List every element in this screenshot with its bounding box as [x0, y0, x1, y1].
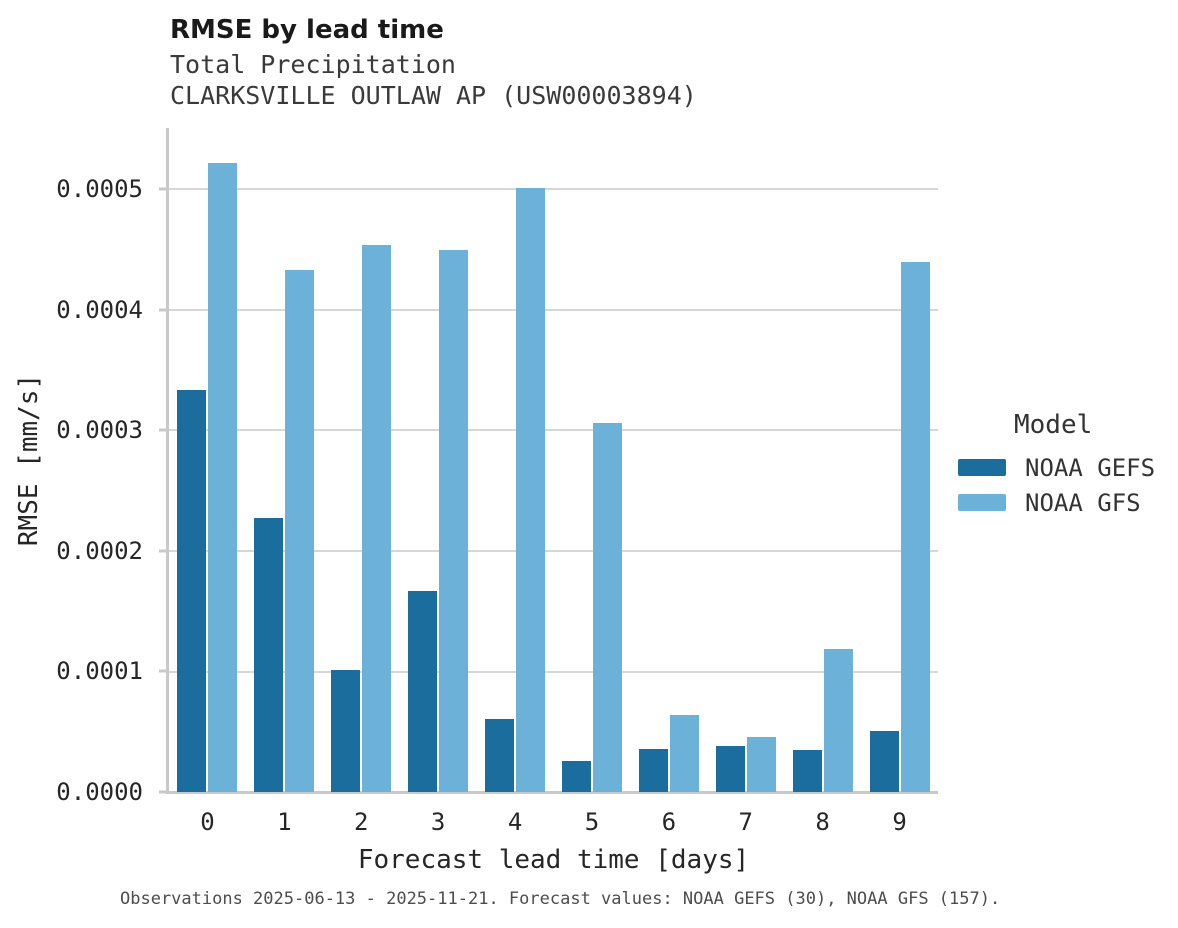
x-tick-label: 5 [584, 808, 600, 836]
legend-item-noaa-gefs: NOAA GEFS [958, 450, 1155, 485]
bar-noaa-gefs-day-2 [331, 670, 361, 792]
x-tick-label: 9 [892, 808, 907, 836]
y-tick-label: 0.0001 [56, 657, 143, 686]
legend-swatch-noaa-gfs [958, 494, 1006, 511]
bar-noaa-gefs-day-1 [254, 518, 284, 792]
gridline-0.0005 [169, 188, 938, 191]
y-axis-spine [166, 128, 169, 794]
bar-noaa-gfs-day-6 [669, 714, 699, 792]
bar-noaa-gfs-day-7 [746, 736, 776, 792]
bar-noaa-gefs-day-6 [638, 748, 668, 792]
bar-noaa-gfs-day-0 [208, 162, 238, 792]
bar-noaa-gfs-day-1 [285, 270, 315, 792]
x-tick-label: 4 [507, 808, 523, 836]
bar-noaa-gefs-day-8 [792, 749, 822, 792]
y-tick-mark [159, 428, 166, 432]
bar-noaa-gefs-day-0 [177, 389, 207, 792]
bar-noaa-gefs-day-3 [408, 590, 438, 792]
y-tick-mark [159, 187, 166, 191]
bar-noaa-gefs-day-7 [715, 746, 745, 792]
y-axis: 0.0000 0.0001 0.0002 0.0003 0.0004 0.0005 [0, 128, 166, 806]
chart-subtitle-variable: Total Precipitation [170, 50, 456, 79]
legend-label: NOAA GFS [1025, 488, 1141, 517]
x-tick-label: 0 [200, 808, 215, 836]
gridline-0.0003 [169, 429, 938, 432]
chart-title: RMSE by lead time [170, 15, 444, 45]
y-tick-label: 0.0000 [56, 778, 143, 806]
bar-noaa-gfs-day-3 [439, 249, 469, 792]
x-tick-label: 3 [430, 808, 446, 836]
legend-item-noaa-gfs: NOAA GFS [958, 485, 1155, 520]
y-tick-mark [159, 549, 166, 553]
gridline-0.0001 [169, 670, 938, 673]
caption: Observations 2025-06-13 - 2025-11-21. Fo… [120, 889, 1001, 909]
y-tick-mark [159, 669, 166, 673]
legend-swatch-noaa-gefs [958, 459, 1006, 476]
y-tick-label: 0.0004 [56, 295, 143, 324]
x-tick-label: 1 [277, 808, 292, 836]
plot-area [169, 128, 938, 792]
bar-noaa-gefs-day-9 [869, 730, 899, 792]
gridline-0.0002 [169, 549, 938, 552]
chart-subtitle-station: CLARKSVILLE OUTLAW AP (USW00003894) [170, 81, 697, 110]
bar-noaa-gfs-day-5 [592, 423, 622, 792]
x-tick-label: 2 [354, 808, 369, 836]
x-tick-label: 8 [815, 808, 830, 836]
legend-label: NOAA GEFS [1025, 453, 1156, 482]
y-tick-mark [159, 308, 166, 312]
x-axis-title: Forecast lead time [days] [357, 845, 750, 875]
x-tick-label: 7 [738, 808, 753, 836]
y-tick-label: 0.0005 [56, 175, 143, 204]
y-tick-label: 0.0002 [56, 536, 143, 565]
bar-noaa-gefs-day-5 [561, 760, 591, 792]
bar-noaa-gfs-day-8 [823, 648, 853, 792]
x-tick-label: 6 [661, 808, 677, 836]
x-axis: 0 1 2 3 4 5 6 7 8 9 [169, 808, 938, 842]
y-tick-mark [159, 790, 166, 794]
bar-noaa-gfs-day-9 [900, 261, 930, 792]
gridline-0.0004 [169, 308, 938, 311]
x-axis-spine [166, 791, 938, 794]
legend-items: NOAA GEFS NOAA GFS [958, 450, 1155, 520]
bar-noaa-gfs-day-4 [516, 188, 546, 792]
bar-noaa-gefs-day-4 [485, 718, 515, 792]
legend: Model NOAA GEFS NOAA GFS [958, 410, 1155, 520]
y-tick-label: 0.0003 [56, 416, 143, 445]
legend-title: Model [1014, 410, 1093, 440]
bar-noaa-gfs-day-2 [362, 244, 392, 792]
